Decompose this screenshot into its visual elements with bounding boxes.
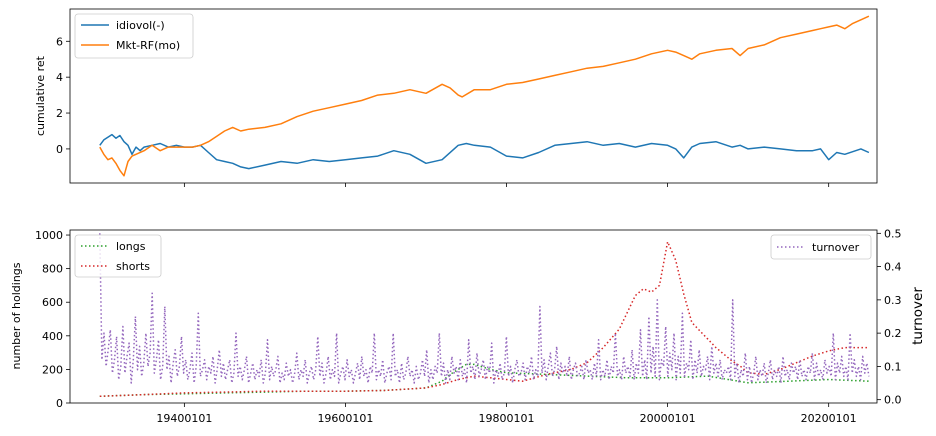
y-tick-label: 200 (42, 363, 63, 376)
legend-label-turnover: turnover (812, 241, 860, 254)
x-tick-label: 20000101 (640, 412, 696, 425)
bottom-right-y-axis-label: turnover (910, 287, 926, 345)
bottom-plot-frame (69, 229, 878, 404)
series-line-turnover (99, 233, 870, 384)
y2-tick-label: 0.3 (884, 294, 902, 307)
top-plot-frame (69, 8, 878, 184)
y-tick-label: 0 (56, 143, 63, 156)
y2-tick-label: 0.5 (884, 227, 902, 240)
bottom-series-lines (99, 233, 870, 398)
y-tick-label: 400 (42, 330, 63, 343)
y2-tick-label: 0.1 (884, 360, 902, 373)
top-y-axis-label: cumulative ret (34, 55, 47, 136)
x-tick-label: 20200101 (801, 412, 857, 425)
y-tick-label: 800 (42, 263, 63, 276)
y2-tick-label: 0.2 (884, 327, 902, 340)
top-legend: idiovol(-) Mkt-RF(mo) (74, 13, 194, 59)
y-tick-label: 4 (56, 71, 63, 84)
series-line-mkt-rf-mo (99, 15, 870, 177)
y-tick-label: 0 (56, 397, 63, 410)
y2-tick-label: 0.0 (884, 394, 902, 407)
x-tick-label: 19600101 (317, 412, 373, 425)
bottom-y-ticks: 0 200 400 600 800 1000 (35, 229, 70, 410)
legend-label-mkt-rf: Mkt-RF(mo) (116, 39, 180, 52)
legend-label-longs: longs (116, 240, 146, 253)
y-tick-label: 2 (56, 107, 63, 120)
x-tick-label: 19800101 (479, 412, 535, 425)
bottom-legend-left-box (74, 234, 162, 278)
y-tick-label: 1000 (35, 229, 63, 242)
legend-label-shorts: shorts (116, 260, 150, 273)
series-line-longs (99, 363, 869, 398)
bottom-y-axis-label: number of holdings (10, 262, 23, 369)
bottom-right-y-ticks: 0.0 0.1 0.2 0.3 0.4 0.5 (877, 227, 902, 407)
x-tick-label: 19400101 (156, 412, 212, 425)
top-series-lines (99, 15, 870, 177)
legend-label-idiovol: idiovol(-) (116, 19, 165, 32)
top-panel: 0 2 4 6 cumulative ret idiovol(-) Mkt-RF(mo… (34, 8, 878, 187)
bottom-legend-left: longs shorts (74, 234, 162, 278)
y-tick-label: 6 (56, 35, 63, 48)
top-y-ticks: 0 2 4 6 (56, 35, 70, 156)
bottom-legend-right-box (770, 234, 872, 260)
series-line-idiovol (99, 133, 870, 170)
bottom-legend-right: turnover (770, 234, 872, 260)
y2-tick-label: 0.4 (884, 261, 902, 274)
bottom-panel: 0 200 400 600 800 1000 0.0 0.1 0.2 0.3 0.4 0.5 194… (10, 227, 926, 425)
top-x-ticks (183, 183, 830, 187)
bottom-x-ticks: 19400101 19600101 19800101 20000101 20200101 (156, 403, 857, 425)
y-tick-label: 600 (42, 296, 63, 309)
